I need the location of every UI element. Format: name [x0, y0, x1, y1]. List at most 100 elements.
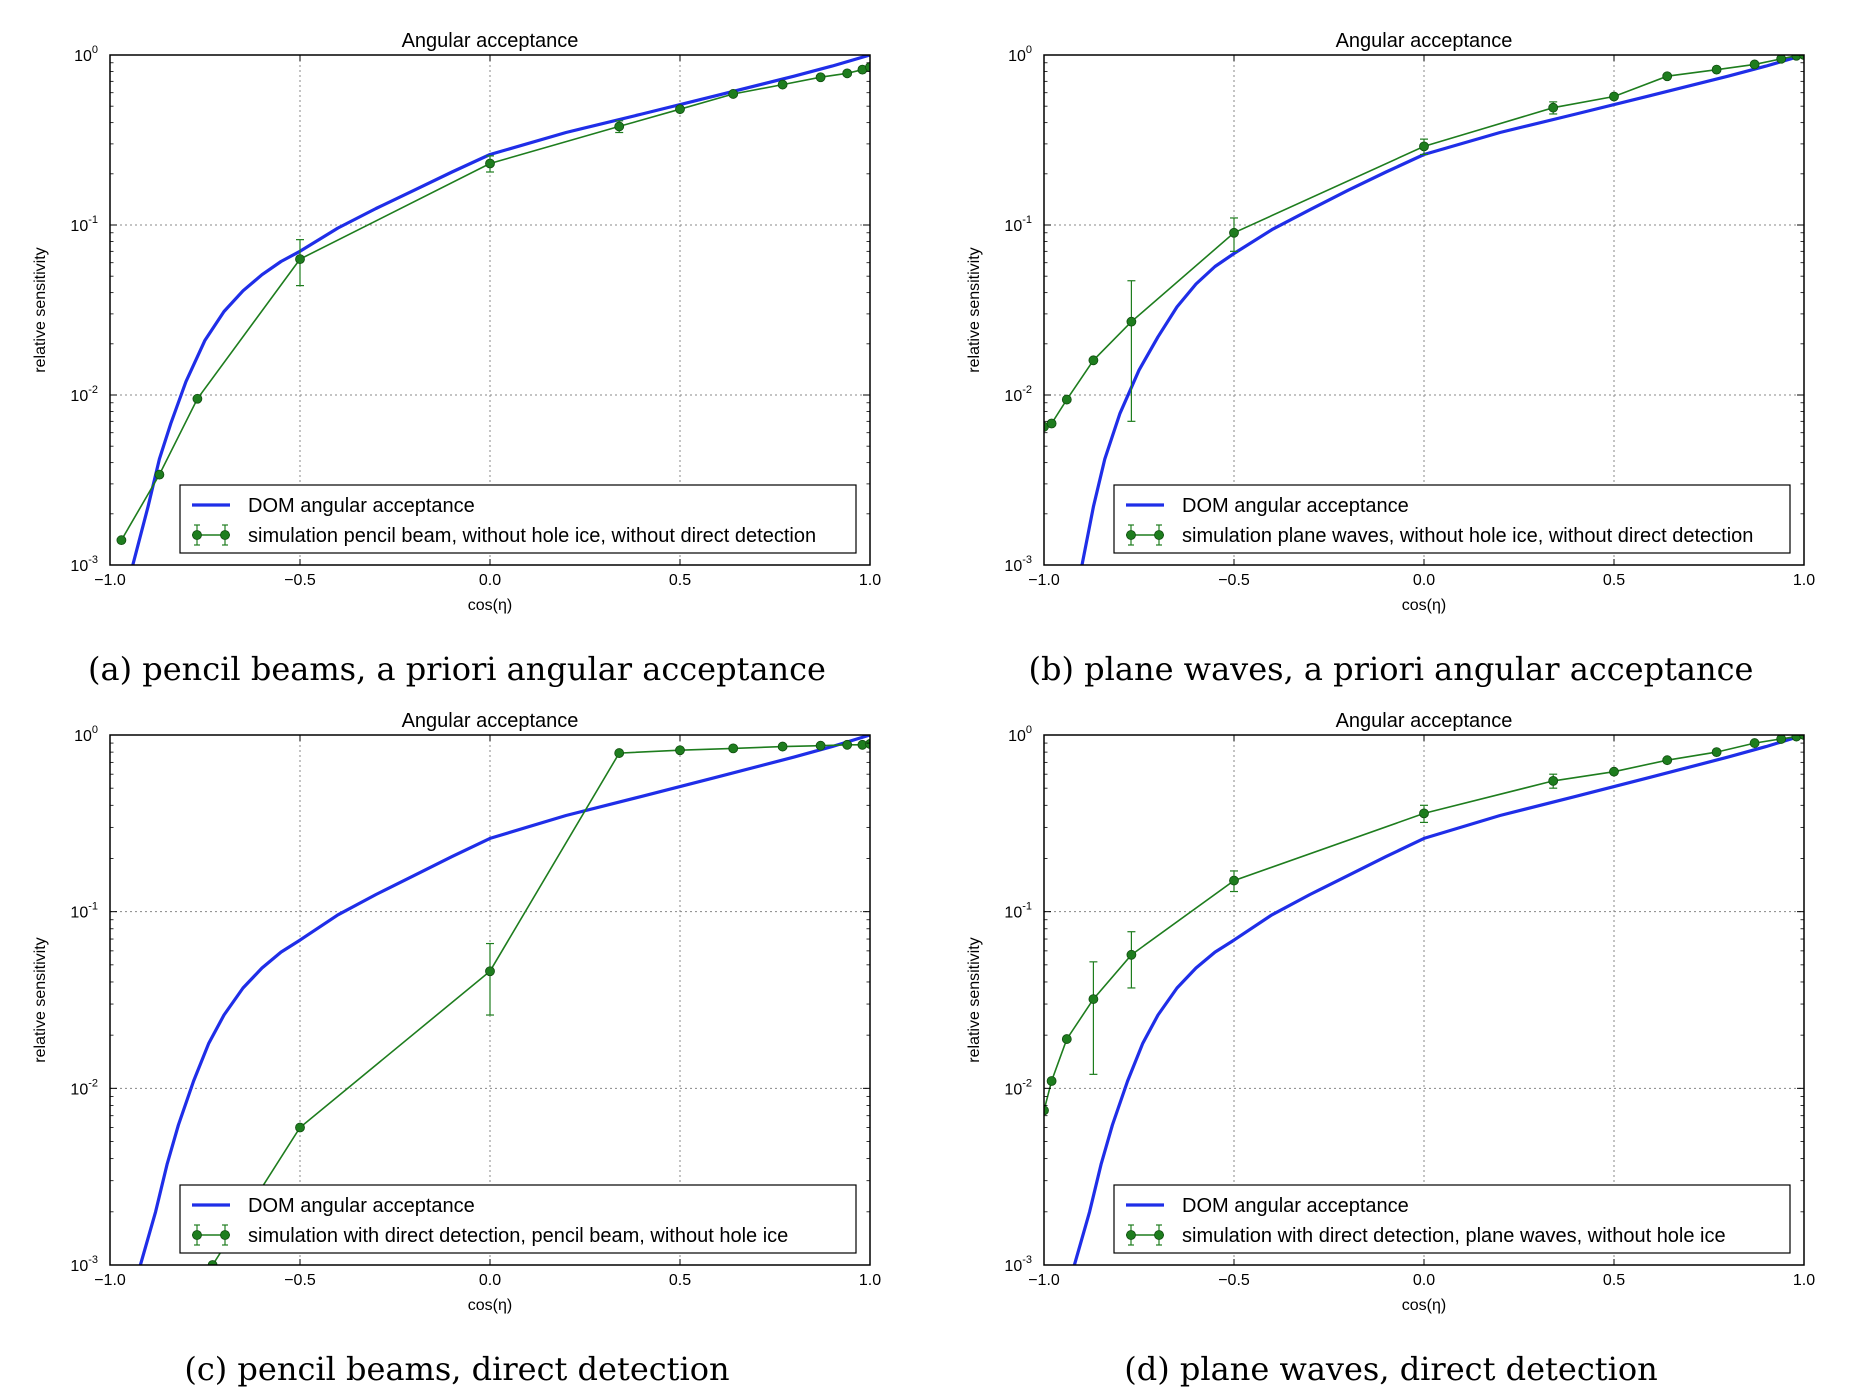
panel-d: −1.0 −0.5 0.0 0.5 1.0 10-3 10-2 10-1 100 Angular …	[934, 700, 1868, 1400]
simulation-series	[1044, 735, 1804, 1116]
chart-title: Angular acceptance	[1336, 30, 1513, 52]
legend-label-sim: simulation with direct detection, plane …	[1182, 1225, 1726, 1247]
data-point	[777, 79, 788, 90]
data-point	[1061, 394, 1072, 405]
data-point	[1776, 55, 1787, 64]
data-point	[295, 254, 305, 265]
data-point	[485, 966, 495, 977]
x-axis-label: cos(η)	[468, 1297, 512, 1314]
data-point	[1799, 735, 1804, 740]
data-point	[1229, 227, 1239, 238]
data-point	[842, 739, 853, 750]
panel-caption: (b) plane waves, a priori angular accept…	[1029, 650, 1754, 688]
legend-label-curve: DOM angular acceptance	[1182, 1195, 1409, 1217]
x-tick-label: 1.0	[1793, 1272, 1815, 1289]
simulation-series	[1044, 55, 1804, 432]
y-tick-label: 10-1	[70, 901, 98, 922]
data-point	[1711, 64, 1722, 75]
y-tick-label: 10-1	[1004, 214, 1032, 235]
legend-marker	[1126, 530, 1136, 540]
y-tick-label: 100	[1008, 44, 1032, 65]
data-point	[1799, 55, 1804, 60]
y-axis-label: relative sensitivity	[966, 247, 983, 372]
curve-series	[1080, 55, 1804, 565]
legend-marker	[220, 530, 230, 540]
x-tick-label: 1.0	[859, 572, 881, 589]
x-tick-label: −0.5	[1218, 1272, 1250, 1289]
data-point	[1126, 949, 1137, 960]
x-tick-label: −0.5	[1218, 572, 1250, 589]
data-point	[295, 1122, 305, 1133]
data-point	[192, 393, 203, 404]
legend-marker	[192, 530, 202, 540]
x-tick-label: −1.0	[1028, 572, 1060, 589]
chart-svg: −1.0 −0.5 0.0 0.5 1.0 10-3 10-2 10-1 100 Angular …	[32, 710, 881, 1388]
data-point	[728, 89, 739, 99]
x-tick-label: 0.5	[1603, 572, 1625, 589]
y-tick-label: 10-1	[1004, 901, 1032, 922]
x-tick-label: −1.0	[94, 572, 126, 589]
y-axis-label: relative sensitivity	[966, 937, 983, 1062]
x-axis-label: cos(η)	[468, 597, 512, 614]
panel-c: −1.0 −0.5 0.0 0.5 1.0 10-3 10-2 10-1 100 Angular …	[0, 700, 934, 1400]
curve-series	[138, 735, 870, 1265]
data-point	[1088, 994, 1099, 1004]
data-point	[1229, 875, 1239, 886]
x-tick-label: 0.5	[1603, 1272, 1625, 1289]
data-point	[1548, 102, 1559, 113]
data-point	[1548, 775, 1559, 786]
y-tick-label: 10-3	[70, 1254, 98, 1275]
data-point	[1609, 91, 1619, 102]
chart-svg: −1.0 −0.5 0.0 0.5 1.0 10-3 10-2 10-1 100 Angular …	[966, 710, 1815, 1388]
y-axis-label: relative sensitivity	[32, 247, 49, 372]
legend-box	[179, 1184, 857, 1254]
x-tick-label: 0.5	[669, 1272, 691, 1289]
panel-caption: (d) plane waves, direct detection	[1124, 1350, 1657, 1388]
panel-a: −1.0 −0.5 0.0 0.5 1.0 10-3 10-2 10-1 100 Angular …	[0, 0, 934, 700]
x-tick-label: −1.0	[94, 1272, 126, 1289]
data-point	[1046, 1076, 1057, 1086]
y-tick-label: 10-3	[70, 554, 98, 575]
dom-acceptance-line	[1072, 735, 1804, 1265]
y-tick-label: 10-3	[1004, 554, 1032, 575]
legend-box	[1113, 484, 1791, 554]
data-point	[1419, 141, 1429, 152]
legend-label-sim: simulation with direct detection, pencil…	[248, 1225, 788, 1247]
legend-box	[179, 484, 857, 554]
y-tick-label: 100	[74, 44, 98, 65]
y-axis-label: relative sensitivity	[32, 937, 49, 1062]
y-tick-label: 10-2	[70, 1077, 98, 1098]
legend-label-curve: DOM angular acceptance	[248, 1195, 475, 1217]
legend: DOM angular acceptance simulation plane w…	[1113, 484, 1791, 554]
x-tick-label: 1.0	[859, 1272, 881, 1289]
y-tick-label: 100	[74, 724, 98, 745]
x-tick-label: −0.5	[284, 1272, 316, 1289]
chart-title: Angular acceptance	[402, 710, 579, 732]
data-point	[1609, 766, 1619, 777]
data-point	[1749, 59, 1760, 70]
data-point	[1088, 355, 1099, 366]
x-axis-label: cos(η)	[1402, 1297, 1446, 1314]
dom-acceptance-line	[138, 735, 870, 1265]
data-point	[675, 104, 685, 115]
legend-marker	[1154, 530, 1164, 540]
legend-marker	[192, 1230, 202, 1240]
curve-series	[1072, 735, 1804, 1265]
y-tick-label: 10-3	[1004, 1254, 1032, 1275]
data-point	[154, 469, 165, 480]
legend-label-sim: simulation pencil beam, without hole ice…	[248, 525, 816, 547]
dom-acceptance-line	[1080, 55, 1804, 565]
chart-title: Angular acceptance	[1336, 710, 1513, 732]
data-point	[1419, 808, 1429, 819]
x-tick-label: 0.0	[1413, 1272, 1435, 1289]
data-point	[485, 158, 495, 169]
legend-box	[1113, 1184, 1791, 1254]
simulation-series	[116, 62, 870, 546]
legend-marker	[1154, 1230, 1164, 1240]
x-tick-label: 1.0	[1793, 572, 1815, 589]
data-point	[1662, 755, 1673, 766]
legend: DOM angular acceptance simulation with di…	[179, 1184, 857, 1254]
data-point	[865, 62, 870, 72]
data-point	[815, 740, 826, 751]
legend-marker	[1126, 1230, 1136, 1240]
